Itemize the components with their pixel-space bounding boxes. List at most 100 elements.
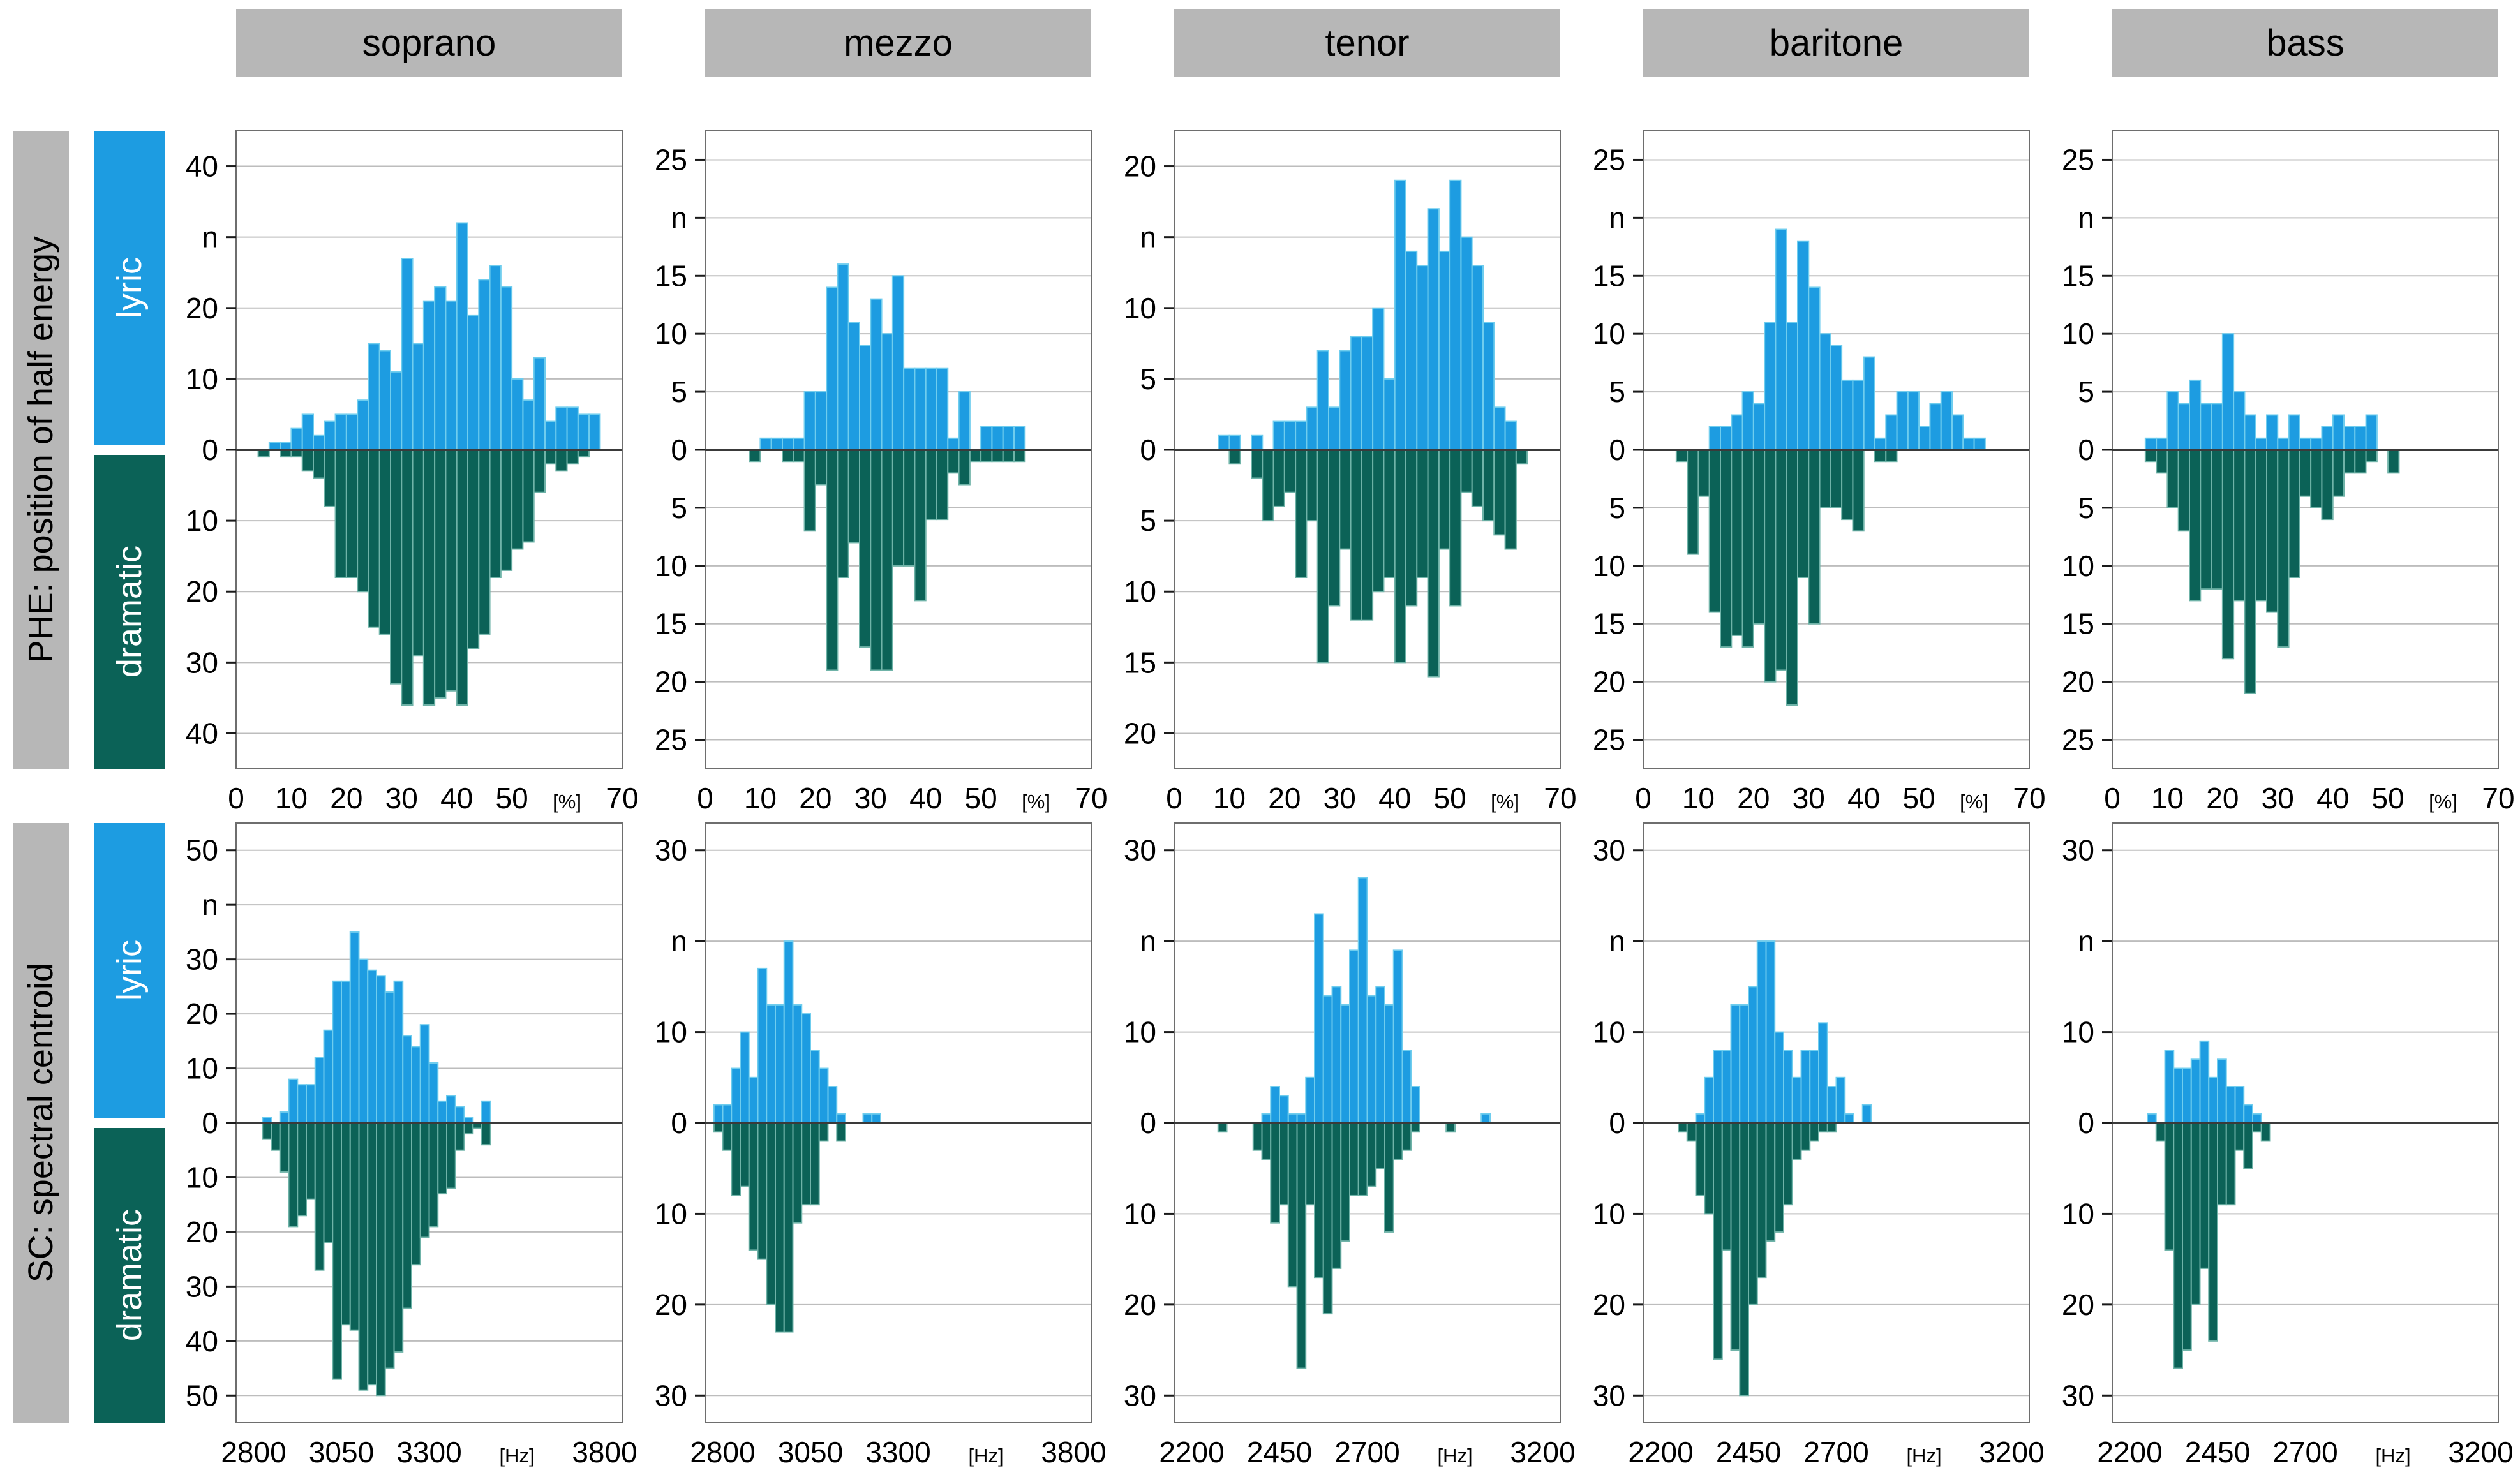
x-axis-labels: 2800 3050 3300 [Hz] 3800 (221, 1436, 637, 1469)
svg-text:3800: 3800 (572, 1436, 637, 1469)
svg-text:15: 15 (1124, 646, 1156, 679)
column-header-label: soprano (362, 22, 496, 64)
bars-lyric (1261, 877, 1491, 1124)
svg-text:0: 0 (2078, 433, 2094, 466)
column-header-soprano: soprano (236, 9, 622, 77)
svg-text:3200: 3200 (1979, 1436, 2044, 1469)
legend-column-sc: lyric dramatic (94, 823, 165, 1423)
svg-text:10: 10 (1593, 1197, 1625, 1230)
svg-text:10: 10 (1124, 292, 1156, 325)
svg-text:2800: 2800 (690, 1436, 755, 1469)
svg-text:0: 0 (671, 433, 687, 466)
histogram-panel-phe-baritone: 25 n 15 10 5 0 5 10 15 20 25 0 10 20 30 40 50 [%] 70 (1560, 130, 2046, 820)
x-axis-labels: 2200 2450 2700 [Hz] 3200 (2097, 1436, 2513, 1469)
svg-text:25: 25 (2062, 143, 2094, 176)
svg-text:30: 30 (186, 943, 218, 976)
svg-text:25: 25 (655, 143, 687, 176)
svg-text:10: 10 (186, 1052, 218, 1085)
svg-text:5: 5 (1609, 375, 1625, 408)
svg-text:10: 10 (186, 362, 218, 396)
svg-text:5: 5 (671, 491, 687, 524)
svg-text:0: 0 (1609, 433, 1625, 466)
svg-text:3050: 3050 (778, 1436, 843, 1469)
svg-text:30: 30 (1124, 834, 1156, 867)
svg-text:70: 70 (1075, 782, 1107, 815)
bars-lyric (759, 263, 1026, 451)
svg-text:30: 30 (1593, 1379, 1625, 1412)
svg-text:30: 30 (854, 782, 887, 815)
histogram-panel-phe-soprano: 40 n 20 10 0 10 20 30 40 0 10 20 30 40 50 [%] 70 (153, 130, 639, 820)
svg-text:[Hz]: [Hz] (1906, 1444, 1941, 1467)
svg-text:2200: 2200 (1628, 1436, 1693, 1469)
column-header-label: bass (2266, 22, 2345, 64)
svg-text:2700: 2700 (1803, 1436, 1868, 1469)
svg-text:30: 30 (186, 1270, 218, 1303)
svg-text:50: 50 (496, 782, 528, 815)
y-axis-labels: 50 n 30 20 10 0 10 20 30 40 50 (186, 834, 236, 1412)
svg-text:20: 20 (186, 292, 218, 325)
svg-text:n: n (2078, 201, 2094, 234)
svg-text:70: 70 (1544, 782, 1576, 815)
svg-text:[%]: [%] (1960, 790, 1988, 813)
bars-dramatic (257, 449, 590, 706)
svg-text:[%]: [%] (2429, 790, 2457, 813)
column-header-label: mezzo (844, 22, 953, 64)
svg-text:3200: 3200 (2448, 1436, 2513, 1469)
svg-text:0: 0 (1609, 1106, 1625, 1139)
svg-text:70: 70 (2013, 782, 2045, 815)
svg-text:40: 40 (186, 150, 218, 183)
svg-text:10: 10 (655, 549, 687, 583)
svg-text:20: 20 (655, 1288, 687, 1321)
x-axis-labels: 0 10 20 30 40 50 [%] 70 (697, 782, 1107, 815)
y-axis-labels: 30 n 10 0 10 20 30 (2062, 834, 2112, 1412)
svg-text:3200: 3200 (1510, 1436, 1575, 1469)
row-label-text: SC: spectral centroid (22, 963, 60, 1283)
bars-dramatic (2155, 1122, 2271, 1369)
svg-text:40: 40 (1378, 782, 1411, 815)
svg-text:30: 30 (1323, 782, 1356, 815)
bars-dramatic (1678, 1122, 1837, 1397)
svg-text:40: 40 (186, 1325, 218, 1358)
column-header-baritone: baritone (1643, 9, 2029, 77)
legend-lyric-box: lyric (94, 823, 165, 1118)
histogram-panel-phe-mezzo: 25 n 15 10 5 0 5 10 15 20 25 0 10 20 30 40 50 [%] 70 (622, 130, 1108, 820)
svg-text:[Hz]: [Hz] (2375, 1444, 2410, 1467)
svg-text:10: 10 (1593, 549, 1625, 583)
x-axis-labels: 0 10 20 30 40 50 [%] 70 (228, 782, 638, 815)
svg-text:20: 20 (2062, 1288, 2094, 1321)
svg-text:n: n (2078, 924, 2094, 958)
y-axis-labels: 25 n 15 10 5 0 5 10 15 20 25 (1593, 143, 1643, 757)
histogram-panel-sc-tenor: 30 n 10 0 10 20 30 2200 2450 2700 [Hz] 3200 (1091, 822, 1576, 1474)
svg-text:30: 30 (1124, 1379, 1156, 1412)
svg-text:50: 50 (2372, 782, 2404, 815)
svg-text:2700: 2700 (2272, 1436, 2337, 1469)
legend-dramatic-box: dramatic (94, 455, 165, 769)
svg-text:30: 30 (655, 834, 687, 867)
histogram-svg: 40 n 20 10 0 10 20 30 40 0 10 20 30 40 50 [%] 70 (186, 130, 639, 815)
svg-text:20: 20 (1124, 150, 1156, 183)
svg-text:30: 30 (655, 1379, 687, 1412)
x-axis-labels: 2800 3050 3300 [Hz] 3800 (690, 1436, 1106, 1469)
bars-lyric (1695, 940, 1872, 1124)
svg-text:70: 70 (606, 782, 638, 815)
svg-text:25: 25 (2062, 724, 2094, 757)
histogram-panel-phe-tenor: 20 n 10 5 0 5 10 15 20 0 10 20 30 40 50 [%] 70 (1091, 130, 1577, 820)
svg-text:[Hz]: [Hz] (1437, 1444, 1472, 1467)
column-header-tenor: tenor (1174, 9, 1560, 77)
svg-text:15: 15 (1593, 607, 1625, 641)
svg-text:20: 20 (186, 575, 218, 608)
svg-text:20: 20 (186, 1215, 218, 1249)
svg-text:10: 10 (2151, 782, 2184, 815)
legend-dramatic-label: dramatic (110, 546, 149, 678)
column-header-mezzo: mezzo (705, 9, 1091, 77)
svg-text:70: 70 (2482, 782, 2514, 815)
histogram-panel-sc-soprano: 50 n 30 20 10 0 10 20 30 40 50 2800 3050 3300 [Hz] 3800 (153, 822, 637, 1474)
y-axis-labels: 40 n 20 10 0 10 20 30 40 (186, 150, 236, 750)
bars-dramatic (1228, 449, 1528, 678)
svg-text:20: 20 (799, 782, 831, 815)
svg-text:2200: 2200 (2097, 1436, 2162, 1469)
